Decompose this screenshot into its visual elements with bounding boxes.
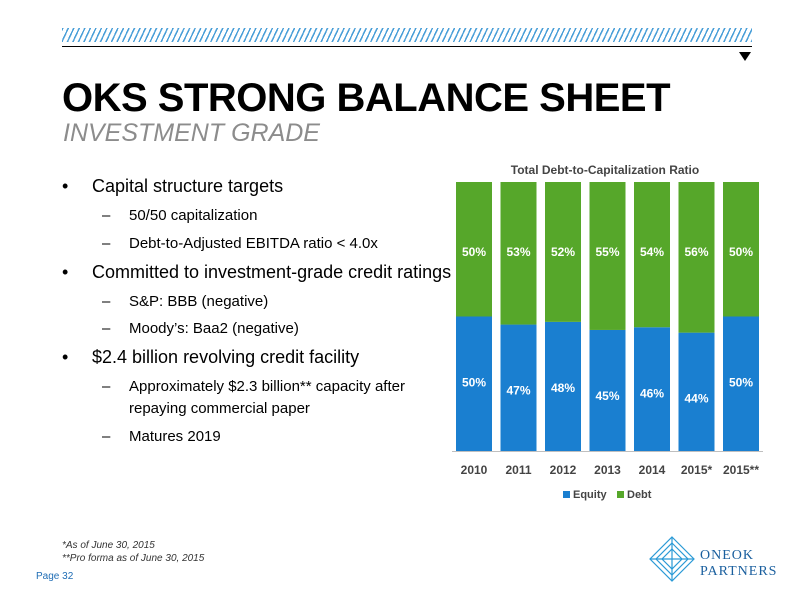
bullet-text: Committed to investment-grade credit rat…: [92, 262, 452, 282]
equity-bar: [723, 316, 759, 451]
equity-bar: [634, 327, 670, 451]
equity-bar: [545, 321, 581, 451]
debt-bar: [723, 182, 759, 317]
debt-bar: [634, 182, 670, 328]
debt-data-label: 52%: [551, 245, 575, 259]
bullet-icon: •: [62, 262, 69, 282]
debt-capitalization-chart: Total Debt-to-Capitalization Ratio 50% 50%…: [452, 163, 763, 501]
bullet-text: Capital structure targets: [92, 176, 284, 196]
legend-label-debt: Debt: [627, 489, 652, 501]
footnote: **Pro forma as of June 30, 2015: [62, 553, 205, 564]
equity-bar: [589, 329, 626, 451]
sub-bullet-text: Approximately $2.3 billion** capacity af…: [129, 378, 405, 395]
debt-bar: [500, 182, 537, 325]
debt-bar: [545, 182, 581, 322]
debt-data-label: 54%: [640, 245, 664, 259]
equity-data-label: 45%: [595, 389, 619, 403]
page-subtitle: INVESTMENT GRADE: [63, 119, 320, 147]
sub-bullet-text: 50/50 capitalization: [129, 207, 258, 224]
debt-data-label: 53%: [506, 245, 530, 259]
dash-icon: –: [102, 428, 111, 445]
dash-icon: –: [102, 378, 111, 395]
debt-data-label: 50%: [462, 245, 486, 259]
x-tick-label: 2014: [639, 463, 666, 477]
footnote: *As of June 30, 2015: [62, 540, 155, 551]
x-tick-label: 2010: [461, 463, 488, 477]
debt-data-label: 50%: [729, 245, 753, 259]
x-tick-label: 2012: [550, 463, 577, 477]
logo-text-line1: ONEOK: [700, 548, 754, 563]
debt-bar: [456, 182, 492, 317]
dash-icon: –: [102, 293, 111, 310]
header-rule: [62, 46, 752, 47]
legend-swatch-debt: [617, 491, 624, 498]
sub-bullet-text: Matures 2019: [129, 428, 221, 445]
equity-data-label: 46%: [640, 386, 664, 400]
dash-icon: –: [102, 235, 111, 252]
equity-bar: [678, 332, 715, 451]
equity-data-label: 50%: [462, 376, 486, 390]
x-tick-label: 2011: [505, 463, 531, 477]
equity-data-label: 44%: [684, 392, 708, 406]
x-tick-label: 2015**: [723, 463, 759, 477]
dash-icon: –: [102, 320, 111, 337]
bullet-icon: •: [62, 347, 69, 367]
triangle-marker-icon: [739, 52, 751, 61]
sub-bullet-text: S&P: BBB (negative): [129, 293, 269, 310]
legend-swatch-equity: [563, 491, 570, 498]
dash-icon: –: [102, 207, 111, 224]
debt-bar: [589, 182, 626, 330]
sub-bullet-text: Moody’s: Baa2 (negative): [129, 320, 299, 337]
legend-label-equity: Equity: [573, 489, 607, 501]
equity-data-label: 47%: [506, 384, 530, 398]
debt-bar: [678, 182, 715, 333]
x-tick-label: 2013: [594, 463, 621, 477]
page-number: Page 32: [36, 571, 74, 582]
equity-data-label: 50%: [729, 376, 753, 390]
sub-bullet-text: Debt-to-Adjusted EBITDA ratio < 4.0x: [129, 235, 378, 252]
chart-title: Total Debt-to-Capitalization Ratio: [511, 163, 699, 177]
equity-data-label: 48%: [551, 381, 575, 395]
bullet-text: $2.4 billion revolving credit facility: [92, 347, 360, 367]
decorative-stripe: [62, 28, 752, 42]
bullet-icon: •: [62, 176, 69, 196]
oneok-partners-logo: [649, 536, 695, 582]
equity-bar: [500, 324, 537, 451]
equity-bar: [456, 316, 492, 451]
x-tick-label: 2015*: [681, 463, 713, 477]
sub-bullet-text: repaying commercial paper: [129, 400, 310, 417]
footnotes: *As of June 30, 2015 **Pro forma as of J…: [62, 539, 204, 565]
debt-data-label: 56%: [684, 245, 708, 259]
logo-text-line2: PARTNERS: [700, 564, 778, 579]
page-title: OKS STRONG BALANCE SHEET: [62, 76, 671, 120]
debt-data-label: 55%: [595, 245, 619, 259]
